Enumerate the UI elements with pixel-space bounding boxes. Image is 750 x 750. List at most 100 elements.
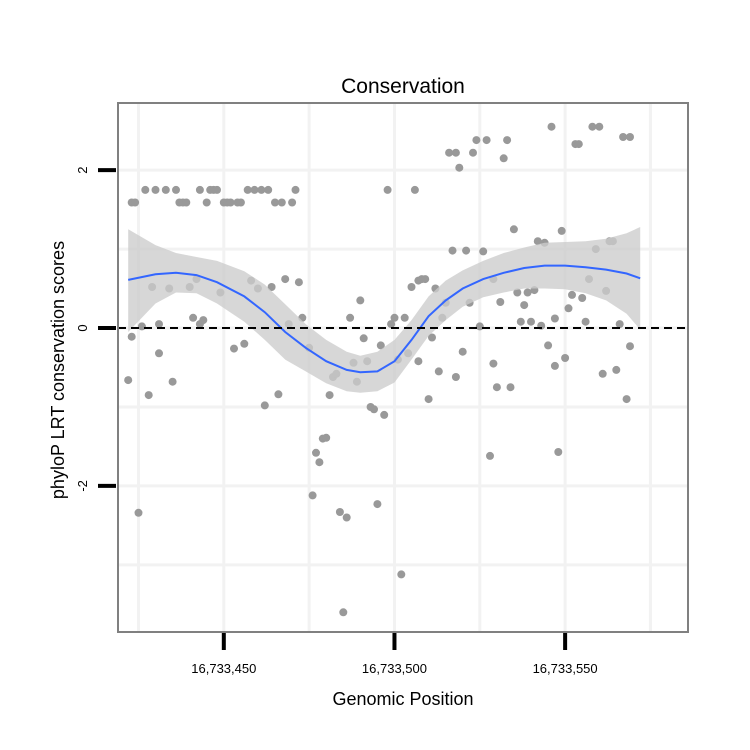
data-point [554, 448, 563, 456]
y-axis-title: phyloP LRT conservation scores [48, 241, 68, 499]
data-point [124, 376, 133, 385]
data-point [202, 198, 211, 207]
data-point [462, 246, 471, 255]
data-point [458, 347, 467, 356]
data-point [475, 322, 484, 331]
data-point [550, 314, 559, 323]
data-point [615, 320, 624, 329]
data-point [479, 247, 488, 256]
data-point [155, 320, 163, 329]
data-point [448, 246, 457, 255]
data-point [455, 163, 464, 172]
data-point [595, 122, 604, 131]
x-tick-label: 16,733,450 [191, 661, 256, 676]
data-point [250, 185, 259, 194]
plot-border [117, 102, 689, 633]
data-point [547, 122, 556, 131]
data-point [281, 275, 290, 284]
data-point [144, 391, 153, 400]
data-point [578, 294, 587, 302]
data-point [428, 333, 436, 342]
data-point [451, 373, 460, 381]
data-point [598, 369, 607, 378]
data-point [414, 357, 423, 366]
y-tick-label: -2 [75, 480, 90, 492]
data-point [274, 390, 283, 399]
data-point [294, 278, 303, 287]
data-point [523, 288, 532, 297]
x-tick-label: 16,733,500 [362, 661, 427, 676]
data-point [315, 458, 324, 467]
data-point [339, 608, 348, 617]
data-point [383, 185, 392, 194]
data-point [421, 275, 430, 284]
x-axis-title: Genomic Position [332, 689, 473, 709]
data-point [513, 288, 522, 297]
data-point [322, 433, 331, 442]
data-point [226, 198, 235, 207]
data-point [451, 148, 460, 157]
data-point [141, 185, 150, 194]
data-point [172, 185, 180, 194]
data-point [236, 198, 245, 207]
chart-title: Conservation [341, 75, 465, 98]
data-point [568, 290, 576, 299]
data-point [564, 304, 573, 313]
data-point [410, 185, 419, 194]
data-point [472, 136, 481, 145]
data-point [387, 320, 396, 329]
data-point [356, 296, 365, 305]
data-point [151, 185, 160, 194]
data-point [277, 198, 286, 207]
data-point [506, 383, 515, 392]
data-point [291, 185, 300, 194]
data-point [257, 185, 266, 194]
data-point [622, 395, 631, 404]
data-point [288, 198, 297, 207]
data-point [550, 361, 559, 370]
data-point [359, 334, 368, 343]
data-point [400, 313, 409, 322]
data-point [509, 225, 518, 234]
data-point [264, 185, 273, 194]
data-point [271, 198, 279, 207]
data-point [390, 313, 399, 322]
data-point [230, 344, 238, 353]
data-point [380, 410, 389, 419]
data-point [335, 508, 344, 516]
data-point [168, 377, 177, 386]
data-point [499, 154, 508, 163]
data-point [533, 237, 542, 246]
data-point [434, 367, 443, 376]
data-point [527, 317, 535, 326]
data-point [469, 148, 477, 157]
data-point [308, 491, 317, 500]
data-point [267, 283, 276, 291]
data-point [482, 136, 491, 145]
data-point [626, 133, 634, 141]
smooth-fit-line [127, 264, 641, 374]
confidence-band [128, 227, 641, 393]
data-point [588, 122, 597, 131]
data-point [243, 185, 252, 194]
plot-area: 16,733,450 16,733,500 16,733,550 -2 0 2 [75, 102, 689, 676]
data-point [489, 359, 498, 368]
data-point [182, 198, 191, 207]
data-point [240, 339, 249, 348]
data-point [346, 313, 355, 322]
data-point [155, 349, 163, 358]
data-point [312, 448, 320, 457]
data-point [342, 513, 351, 522]
y-tick-label: 2 [75, 166, 90, 173]
data-point [574, 140, 583, 149]
data-point [445, 148, 454, 157]
data-point [373, 500, 382, 509]
data-point [137, 322, 146, 331]
data-point [161, 185, 170, 194]
data-point [370, 405, 378, 414]
data-point [516, 317, 525, 326]
data-point [486, 451, 494, 460]
data-point [260, 401, 269, 410]
data-point [407, 283, 416, 291]
